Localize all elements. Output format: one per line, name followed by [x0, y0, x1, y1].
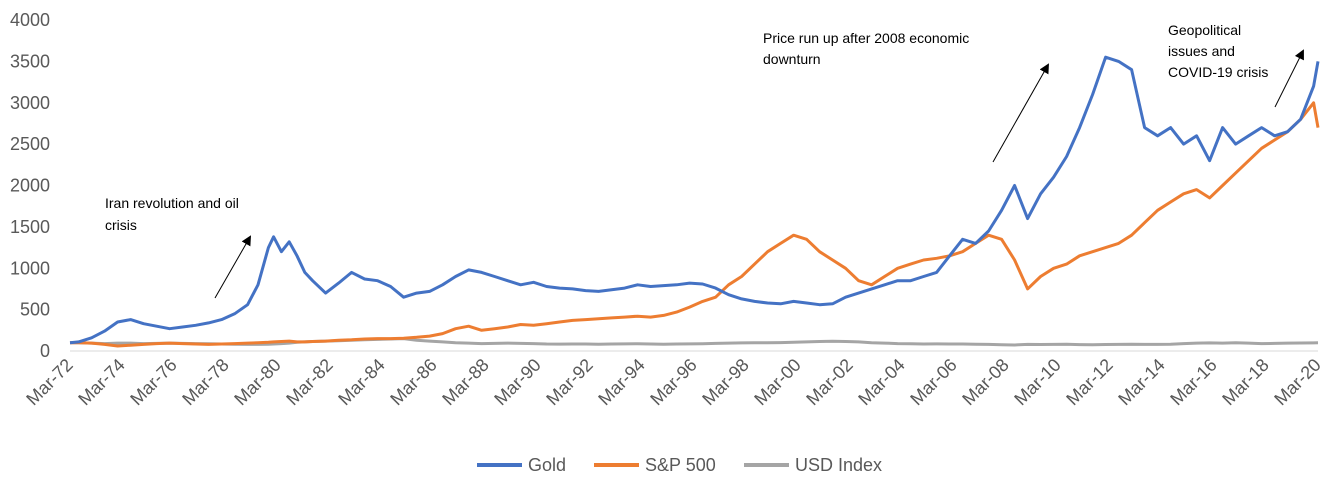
annotation-iran-arrow [214, 235, 251, 299]
x-tick-label: Mar-94 [594, 355, 648, 409]
x-tick-label: Mar-04 [854, 355, 908, 409]
legend-item-usd-index[interactable]: USD Index [744, 455, 882, 475]
annotation-covid-line3: COVID-19 crisis [1168, 64, 1268, 80]
x-tick-label: Mar-74 [74, 355, 128, 409]
annotation-2008: Price run up after 2008 economic downtur… [763, 30, 1049, 163]
x-axis-tick-labels: Mar-72Mar-74Mar-76Mar-78Mar-80Mar-82Mar-… [22, 355, 1324, 409]
x-tick-label: Mar-06 [906, 355, 960, 409]
x-tick-label: Mar-86 [386, 355, 440, 409]
annotation-iran: Iran revolution and oil crisis [105, 195, 251, 299]
series-line-sp500 [70, 101, 1320, 348]
y-tick-label: 4000 [10, 10, 50, 30]
y-tick-label: 1000 [10, 258, 50, 278]
x-tick-label: Mar-12 [1062, 355, 1116, 409]
x-tick-label: Mar-88 [438, 355, 492, 409]
x-tick-label: Mar-84 [334, 355, 388, 409]
y-tick-label: 3500 [10, 51, 50, 71]
x-tick-label: Mar-02 [802, 355, 856, 409]
x-tick-label: Mar-18 [1218, 355, 1272, 409]
annotation-covid-arrow [1274, 49, 1304, 108]
annotation-2008-line2: downturn [763, 51, 821, 67]
legend: Gold S&P 500 USD Index [477, 455, 882, 475]
legend-label-usd-index: USD Index [795, 455, 882, 475]
x-tick-label: Mar-76 [126, 355, 180, 409]
x-tick-label: Mar-92 [542, 355, 596, 409]
annotation-iran-line2: crisis [105, 217, 137, 233]
x-tick-label: Mar-98 [698, 355, 752, 409]
y-tick-label: 2500 [10, 134, 50, 154]
annotation-2008-arrow [992, 63, 1049, 163]
legend-item-gold[interactable]: Gold [477, 455, 566, 475]
annotation-covid-line1: Geopolitical [1168, 22, 1241, 38]
series-line-usd-index [70, 337, 1319, 347]
annotation-iran-line1: Iran revolution and oil [105, 195, 239, 211]
x-tick-label: Mar-10 [1010, 355, 1064, 409]
x-tick-label: Mar-78 [178, 355, 232, 409]
annotation-covid: Geopolitical issues and COVID-19 crisis [1168, 22, 1304, 108]
x-tick-label: Mar-80 [230, 355, 284, 409]
legend-label-gold: Gold [528, 455, 566, 475]
legend-item-sp500[interactable]: S&P 500 [594, 455, 716, 475]
x-tick-label: Mar-00 [750, 355, 804, 409]
annotation-covid-line2: issues and [1168, 43, 1235, 59]
x-tick-label: Mar-16 [1166, 355, 1220, 409]
x-tick-label: Mar-20 [1270, 355, 1324, 409]
series-line-gold [69, 55, 1320, 345]
x-tick-label: Mar-14 [1114, 355, 1168, 409]
y-tick-label: 3000 [10, 93, 50, 113]
x-tick-label: Mar-90 [490, 355, 544, 409]
y-tick-label: 0 [40, 341, 50, 361]
x-tick-label: Mar-72 [22, 355, 76, 409]
y-tick-label: 500 [20, 300, 50, 320]
x-tick-label: Mar-08 [958, 355, 1012, 409]
y-tick-label: 1500 [10, 217, 50, 237]
y-axis-tick-labels: 0 500 1000 1500 2000 2500 3000 3500 4000 [10, 10, 50, 361]
y-tick-label: 2000 [10, 176, 50, 196]
x-tick-label: Mar-82 [282, 355, 336, 409]
x-tick-label: Mar-96 [646, 355, 700, 409]
annotation-2008-line1: Price run up after 2008 economic [763, 30, 969, 46]
legend-label-sp500: S&P 500 [645, 455, 716, 475]
series-lines [69, 55, 1320, 348]
